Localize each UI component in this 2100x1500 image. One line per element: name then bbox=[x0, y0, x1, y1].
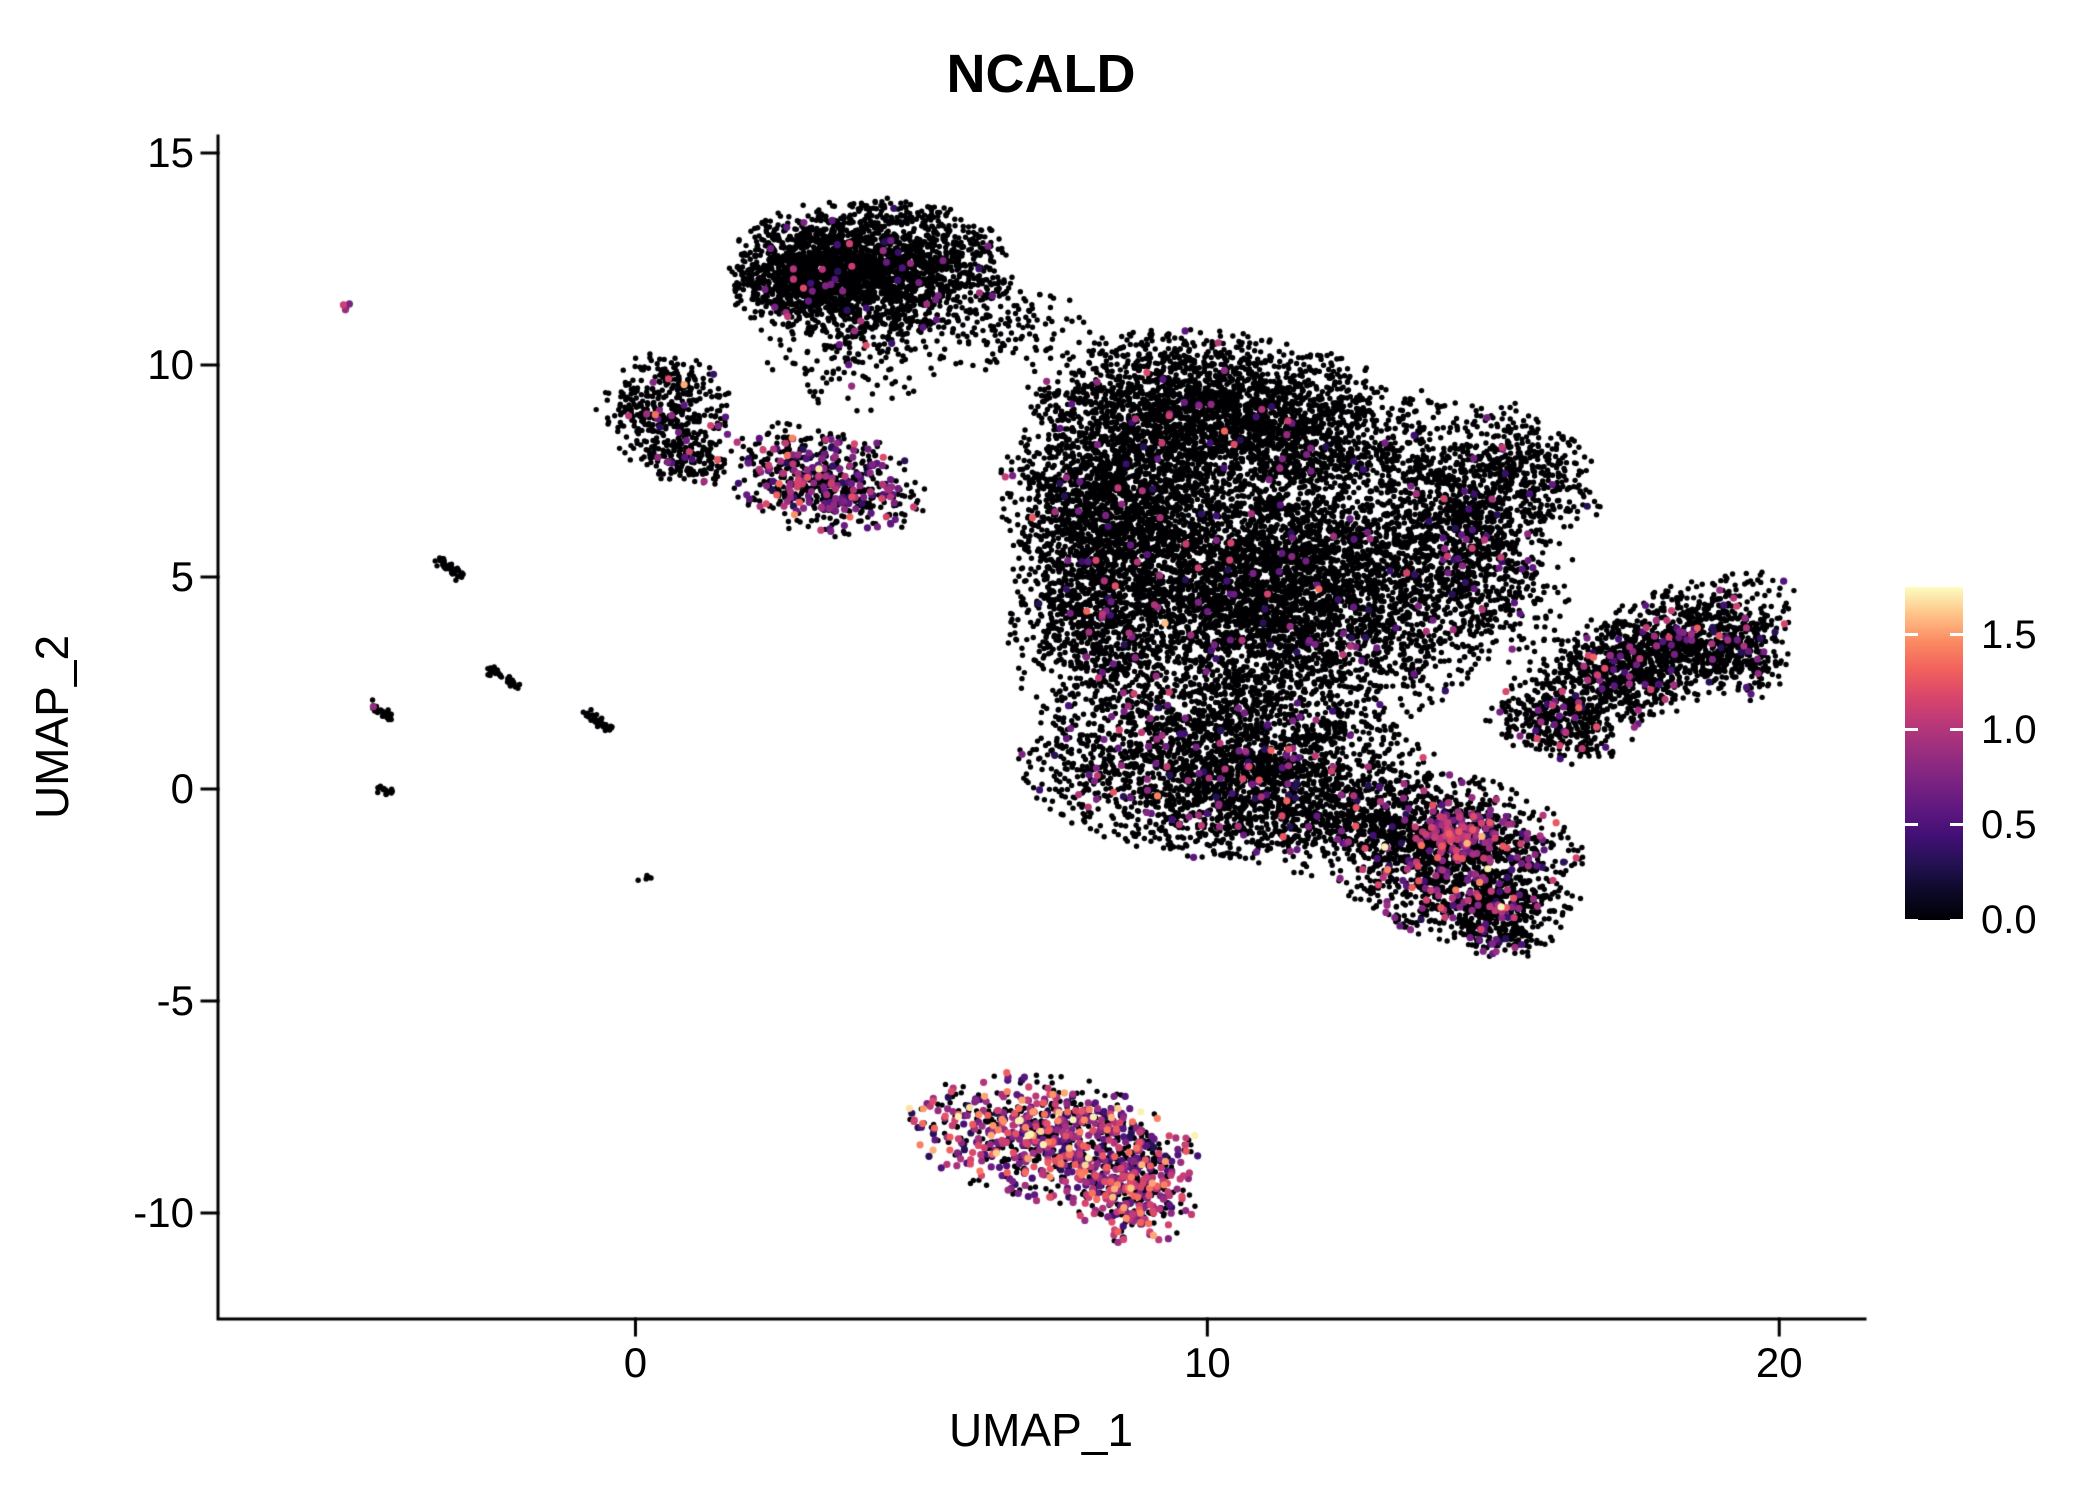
colorbar-tick-mark bbox=[1905, 918, 1918, 922]
colorbar-tick-mark bbox=[1905, 728, 1918, 732]
colorbar-tick-mark bbox=[1950, 633, 1963, 637]
y-tick-label: 5 bbox=[170, 552, 194, 600]
y-tick-label: -10 bbox=[133, 1188, 194, 1236]
x-tick-label: 0 bbox=[623, 1339, 648, 1386]
colorbar-gradient bbox=[1905, 587, 1963, 920]
plot-title: NCALD bbox=[946, 44, 1136, 104]
colorbar-tick-label: 1.5 bbox=[1981, 612, 2037, 657]
colorbar-tick-label: 0.5 bbox=[1981, 802, 2037, 847]
x-tick-label: 10 bbox=[1183, 1339, 1231, 1386]
y-tick-label: 15 bbox=[147, 128, 194, 176]
y-tick-label: 10 bbox=[147, 340, 194, 388]
y-tick-label: 0 bbox=[170, 764, 194, 812]
colorbar-tick-label: 0.0 bbox=[1981, 898, 2037, 942]
colorbar-tick-mark bbox=[1950, 728, 1963, 732]
x-axis-label: UMAP_1 bbox=[948, 1404, 1134, 1456]
colorbar-tick-mark bbox=[1950, 823, 1963, 827]
colorbar-legend: 1.5 1.0 0.5 0.0 bbox=[1905, 587, 2100, 942]
colorbar-tick-mark bbox=[1905, 633, 1918, 637]
colorbar-tick-label: 1.0 bbox=[1981, 707, 2037, 752]
y-tick-label: -5 bbox=[156, 976, 194, 1024]
colorbar-tick-mark bbox=[1905, 823, 1918, 827]
x-tick-label: 20 bbox=[1755, 1339, 1803, 1386]
colorbar-tick-mark bbox=[1950, 918, 1963, 922]
